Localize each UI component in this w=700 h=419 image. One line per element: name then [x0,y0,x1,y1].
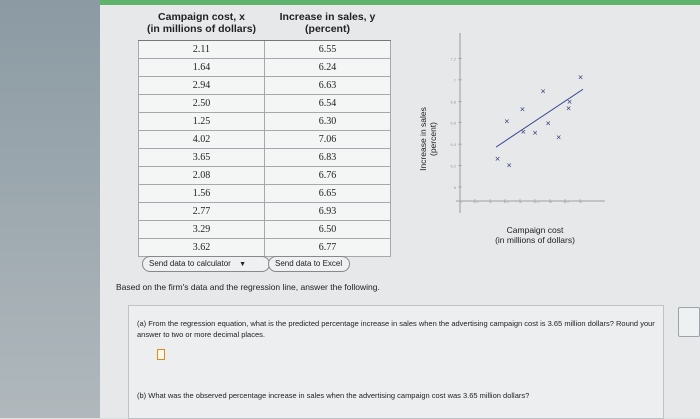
y-axis-label-line2: (percent) [428,122,438,157]
side-panel-tab[interactable] [678,307,700,337]
cell-sales-increase: 7.06 [264,130,391,149]
y-tick-label: 6.4 [450,142,456,147]
cell-campaign-cost: 3.65 [138,148,265,167]
data-point: × [519,106,525,114]
x-axis-label-line1: Campaign cost [506,225,564,235]
send-to-excel-button[interactable]: Send data to Excel [268,256,350,272]
table-row: 1.56 6.65 [138,184,391,203]
header-x-line2: (in millions of dollars) [146,23,257,35]
question-a-text: (a) From the regression equation, what i… [137,319,655,339]
left-background [0,0,100,418]
y-axis-label-line1: Increase in sales [418,107,428,171]
x-tick-label: 1.5 [503,199,509,204]
cell-campaign-cost: 1.25 [138,112,265,131]
table-row: 1.64 6.24 [138,58,391,77]
x-tick-label: 0 [460,199,463,204]
send-to-calculator-button[interactable]: Send data to calculator ▼ [142,256,270,272]
top-accent-bar [100,0,700,5]
data-point: × [532,129,538,137]
cell-campaign-cost: 3.62 [138,238,265,257]
cell-campaign-cost: 2.77 [138,202,265,221]
cell-sales-increase: 6.93 [264,202,391,221]
x-axis-label-line2: (in millions of dollars) [495,235,575,245]
cell-sales-increase: 6.65 [264,184,391,203]
data-point: × [567,98,573,106]
y-tick-label: 6.6 [450,121,456,126]
main-content: Campaign cost, x (in millions of dollars… [100,5,700,419]
cell-campaign-cost: 3.29 [138,220,265,239]
data-table: Campaign cost, x (in millions of dollars… [138,8,391,257]
data-point: × [566,105,572,113]
y-tick-label: 7 [454,78,457,83]
cell-campaign-cost: 2.08 [138,166,265,185]
table-row: 2.08 6.76 [138,166,391,185]
header-x-line1: Campaign cost, x [158,11,245,23]
data-point: × [504,117,510,125]
table-row: 4.02 7.06 [138,130,391,149]
y-tick-label: 6.8 [450,99,456,104]
cell-campaign-cost: 2.11 [138,40,265,59]
data-point: × [520,128,526,136]
chevron-down-icon: ▼ [239,261,247,268]
answer-input-a[interactable] [157,349,165,360]
data-point: × [578,73,584,81]
send-to-calculator-label: Send data to calculator [149,259,231,268]
instructions-text: Based on the firm's data and the regress… [116,282,380,292]
cell-campaign-cost: 2.94 [138,76,265,95]
question-a-panel: (a) From the regression equation, what i… [128,305,664,379]
y-tick-label: 6.2 [450,164,456,169]
table-row: 2.77 6.93 [138,202,391,221]
cell-campaign-cost: 4.02 [138,130,265,149]
scatter-chart: 7.276.86.66.46.260 0.5 1 1.5 2 2.5 3 3.5 4××××××… [450,33,605,213]
x-tick-label: 2.5 [533,199,539,204]
cell-campaign-cost: 1.56 [138,184,265,203]
table-row: 3.29 6.50 [138,220,391,239]
question-b-panel: (b) What was the observed percentage inc… [128,377,664,419]
x-tick-label: 4 [580,199,583,204]
regression-line [495,88,584,148]
table-row: 2.94 6.63 [138,76,391,95]
x-axis-label: Campaign cost (in millions of dollars) [475,225,595,245]
cell-campaign-cost: 1.64 [138,58,265,77]
table-row: 2.11 6.55 [138,40,391,59]
cell-sales-increase: 6.63 [264,76,391,95]
header-y-line2: (percent) [305,23,350,35]
data-point: × [495,155,501,163]
table-row: 3.65 6.83 [138,148,391,167]
x-tick-label: 0.5 [473,199,479,204]
y-tick-label: 7.2 [450,56,456,61]
table-row: 3.62 6.77 [138,238,391,257]
header-increase-in-sales: Increase in sales, y (percent) [264,8,391,41]
x-tick-label: 3 [550,199,553,204]
cell-sales-increase: 6.50 [264,220,391,239]
header-campaign-cost: Campaign cost, x (in millions of dollars… [138,8,265,41]
x-tick-label: 2 [520,199,523,204]
table-row: 1.25 6.30 [138,112,391,131]
data-point: × [556,133,562,141]
cell-sales-increase: 6.77 [264,238,391,257]
y-axis-label: Increase in sales (percent) [412,97,442,177]
data-point: × [506,161,512,169]
cell-campaign-cost: 2.50 [138,94,265,113]
cell-sales-increase: 6.83 [264,148,391,167]
x-tick-label: 1 [490,199,493,204]
header-y-line1: Increase in sales, y [279,11,376,23]
x-tick-label: 3.5 [563,199,569,204]
table-body: 2.11 6.55 1.64 6.24 2.94 6.63 2.50 6.54 1.25 6.30… [138,40,391,257]
cell-sales-increase: 6.54 [264,94,391,113]
data-point: × [545,120,551,128]
question-b-text: (b) What was the observed percentage inc… [137,391,530,400]
data-point: × [540,87,546,95]
y-tick-label: 6 [454,185,457,190]
table-row: 2.50 6.54 [138,94,391,113]
cell-sales-increase: 6.30 [264,112,391,131]
